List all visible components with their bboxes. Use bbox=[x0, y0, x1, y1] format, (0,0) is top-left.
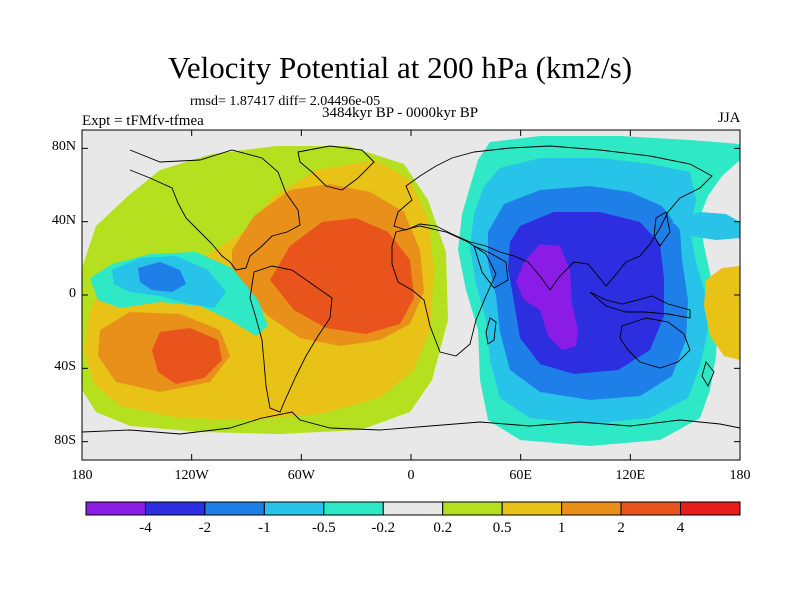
south-america-coast bbox=[249, 265, 333, 413]
indonesia-coast bbox=[589, 291, 691, 319]
colorbar-label: 2 bbox=[617, 520, 625, 536]
colorbar-label: 0.5 bbox=[492, 520, 512, 536]
eurasia-coast bbox=[393, 145, 713, 291]
colorbar-swatch bbox=[204, 501, 265, 516]
greenland-coast bbox=[297, 145, 375, 191]
y-tick-label: 0 bbox=[69, 286, 76, 301]
arabia-coast bbox=[473, 245, 509, 289]
colorbar-swatch bbox=[620, 501, 682, 516]
antarctica-coast bbox=[82, 411, 740, 435]
contour-south-pacific-positive bbox=[152, 328, 222, 384]
stats-text: rmsd= 1.87417 diff= 2.04496e-05 bbox=[190, 94, 381, 109]
africa-coast bbox=[391, 225, 497, 357]
colorbar-swatch bbox=[144, 501, 206, 516]
north-america-coast bbox=[129, 149, 301, 271]
japan-coast bbox=[653, 211, 671, 247]
y-tick-label: 80S bbox=[54, 432, 76, 448]
colorbar-label: 0.2 bbox=[433, 520, 453, 536]
period-label: 3484kyr BP - 0000kyr BP bbox=[322, 105, 479, 121]
colorbar-label: -1 bbox=[258, 520, 271, 536]
colorbar-swatch bbox=[263, 501, 325, 516]
colorbar-swatch bbox=[561, 501, 622, 516]
x-tick-label: 60E bbox=[509, 468, 532, 483]
x-tick-label: 0 bbox=[407, 468, 415, 483]
colorbar-swatch bbox=[85, 501, 146, 516]
x-tick-label: 180 bbox=[71, 468, 93, 483]
colorbar-swatch bbox=[382, 501, 444, 516]
australia-coast bbox=[619, 317, 691, 369]
colorbar-swatch bbox=[442, 501, 503, 516]
contour-atlantic-positive bbox=[270, 218, 414, 334]
x-tick-label: 180 bbox=[729, 468, 751, 483]
colorbar-swatch bbox=[501, 501, 563, 516]
colorbar-label: 4 bbox=[676, 520, 685, 536]
y-tick-label: 80N bbox=[51, 139, 76, 155]
contour-indian-ocean-minimum bbox=[516, 244, 578, 350]
contour-far-east-pacific-positive bbox=[704, 266, 740, 360]
colorbar-swatch bbox=[323, 501, 384, 516]
coastlines bbox=[82, 145, 740, 435]
x-tick-label: 120E bbox=[615, 468, 646, 483]
new-zealand-coast bbox=[701, 361, 715, 387]
madagascar-coast bbox=[485, 317, 497, 345]
x-tick-label: 60W bbox=[287, 468, 315, 483]
season-label: JJA bbox=[718, 110, 741, 126]
contour-east-asia-minimum bbox=[672, 212, 740, 240]
colorbar-label: -0.5 bbox=[311, 520, 336, 536]
experiment-label: Expt = tFMfv-tfmea bbox=[82, 113, 204, 129]
colorbar-label: 1 bbox=[557, 520, 566, 536]
colorbar-label: -0.2 bbox=[371, 520, 396, 536]
y-tick-label: 40N bbox=[51, 212, 76, 228]
colorbar-label: -2 bbox=[198, 520, 212, 536]
colorbar-label: -4 bbox=[139, 520, 152, 536]
y-tick-label: 40S bbox=[54, 359, 76, 375]
colorbar-swatch bbox=[680, 501, 741, 516]
x-tick-label: 120W bbox=[174, 468, 209, 483]
contour-east-pacific-negative bbox=[138, 262, 186, 292]
chart-title: Velocity Potential at 200 hPa (km2/s) bbox=[167, 50, 633, 85]
